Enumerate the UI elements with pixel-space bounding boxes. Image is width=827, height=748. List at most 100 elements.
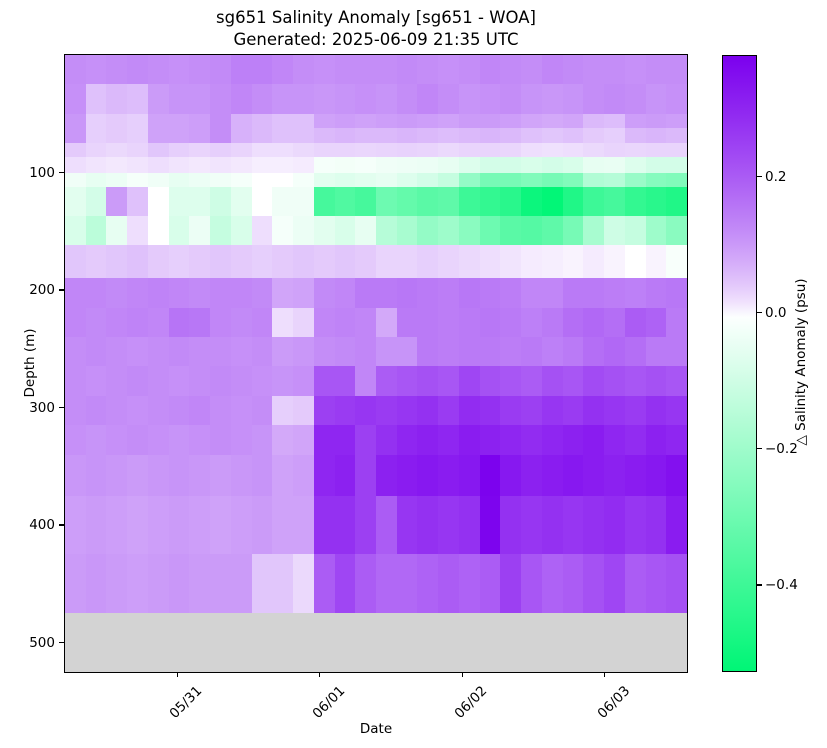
heatmap-cell: [334, 395, 356, 426]
heatmap-cell: [500, 307, 522, 338]
heatmap-cell: [334, 366, 356, 397]
heatmap-cell: [85, 127, 108, 144]
heatmap-cell: [127, 216, 149, 247]
heatmap-cell: [355, 366, 377, 397]
heatmap-cell: [293, 143, 315, 158]
heatmap-cell: [210, 55, 232, 86]
x-tick-label: 05/31: [166, 683, 206, 722]
heatmap-cell: [645, 278, 667, 309]
heatmap-cell: [106, 278, 128, 309]
heatmap-cell: [168, 157, 191, 174]
heatmap-cell: [438, 55, 460, 86]
heatmap-cell: [666, 278, 687, 309]
heatmap-cell: [376, 172, 398, 188]
heatmap-cell: [189, 127, 211, 144]
heatmap-cell: [583, 143, 605, 158]
heatmap-cell: [645, 186, 667, 217]
heatmap-cell: [147, 395, 170, 426]
heatmap-cell: [251, 113, 274, 129]
heatmap-cell: [438, 84, 460, 115]
heatmap-cell: [479, 495, 502, 556]
y-axis-label: Depth (m): [22, 328, 38, 398]
heatmap-cell: [521, 366, 543, 397]
heatmap-cell: [293, 425, 315, 456]
chart-title-line1: sg651 Salinity Anomaly [sg651 - WOA]: [216, 8, 536, 27]
heatmap-cell: [85, 554, 108, 614]
heatmap-cell: [521, 55, 543, 86]
heatmap-cell: [147, 337, 170, 368]
heatmap-cell: [189, 172, 211, 188]
heatmap-cell: [127, 278, 149, 309]
heatmap-cell: [210, 554, 232, 614]
heatmap-cell: [251, 278, 274, 309]
heatmap-cell: [334, 127, 356, 144]
heatmap-cell: [251, 55, 274, 86]
heatmap-cell: [479, 454, 502, 497]
heatmap-cell: [127, 366, 149, 397]
heatmap-cell: [168, 113, 191, 129]
heatmap-cell: [251, 454, 274, 497]
heatmap-cell: [500, 157, 522, 174]
heatmap-cell: [666, 395, 687, 426]
heatmap-cell: [251, 337, 274, 368]
heatmap-cell: [168, 395, 191, 426]
heatmap-cell: [272, 366, 294, 397]
heatmap-cell: [293, 55, 315, 86]
heatmap-cell: [521, 454, 543, 497]
heatmap-cell: [562, 454, 585, 497]
heatmap-cell: [106, 395, 128, 426]
heatmap-cell: [583, 245, 605, 279]
heatmap-cell: [355, 337, 377, 368]
heatmap-cell: [313, 113, 336, 129]
heatmap-cell: [147, 366, 170, 397]
heatmap-cell: [645, 245, 667, 279]
heatmap-cell: [562, 337, 585, 368]
heatmap-cell: [210, 495, 232, 556]
heatmap-cell: [521, 84, 543, 115]
heatmap-cell: [500, 84, 522, 115]
heatmap-cell: [541, 337, 564, 368]
heatmap-cell: [168, 186, 191, 217]
heatmap-cell: [355, 186, 377, 217]
heatmap-cell: [334, 113, 356, 129]
heatmap-cell: [210, 113, 232, 129]
heatmap-cell: [562, 143, 585, 158]
heatmap-cell: [417, 216, 439, 247]
heatmap-cell: [562, 278, 585, 309]
heatmap-cell: [458, 425, 481, 456]
heatmap-cell: [376, 127, 398, 144]
heatmap-cell: [541, 157, 564, 174]
no-data-band: [65, 613, 687, 672]
heatmap-cell: [645, 454, 667, 497]
axis-tick: [757, 312, 762, 314]
x-tick-label: 06/03: [594, 683, 634, 722]
colorbar: [722, 55, 757, 672]
heatmap-cell: [210, 366, 232, 397]
heatmap-cell: [500, 172, 522, 188]
x-tick-label: 06/02: [451, 683, 491, 722]
heatmap-cell: [562, 127, 585, 144]
heatmap-cell: [293, 366, 315, 397]
heatmap-cell: [168, 55, 191, 86]
heatmap-cell: [147, 143, 170, 158]
heatmap-cell: [355, 84, 377, 115]
heatmap-cell: [106, 307, 128, 338]
heatmap-cell: [645, 554, 667, 614]
heatmap-cell: [334, 495, 356, 556]
heatmap-cell: [230, 245, 253, 279]
heatmap-cell: [541, 127, 564, 144]
heatmap-cell: [541, 172, 564, 188]
heatmap-cell: [210, 395, 232, 426]
heatmap-cell: [417, 278, 439, 309]
heatmap-cell: [624, 216, 647, 247]
heatmap-cell: [127, 425, 149, 456]
heatmap-cell: [272, 337, 294, 368]
heatmap-cell: [293, 113, 315, 129]
heatmap-cell: [85, 143, 108, 158]
heatmap-cell: [355, 278, 377, 309]
heatmap-cell: [355, 157, 377, 174]
heatmap-cell: [562, 55, 585, 86]
heatmap-cell: [313, 55, 336, 86]
heatmap-cell: [293, 554, 315, 614]
heatmap-cell: [106, 186, 128, 217]
